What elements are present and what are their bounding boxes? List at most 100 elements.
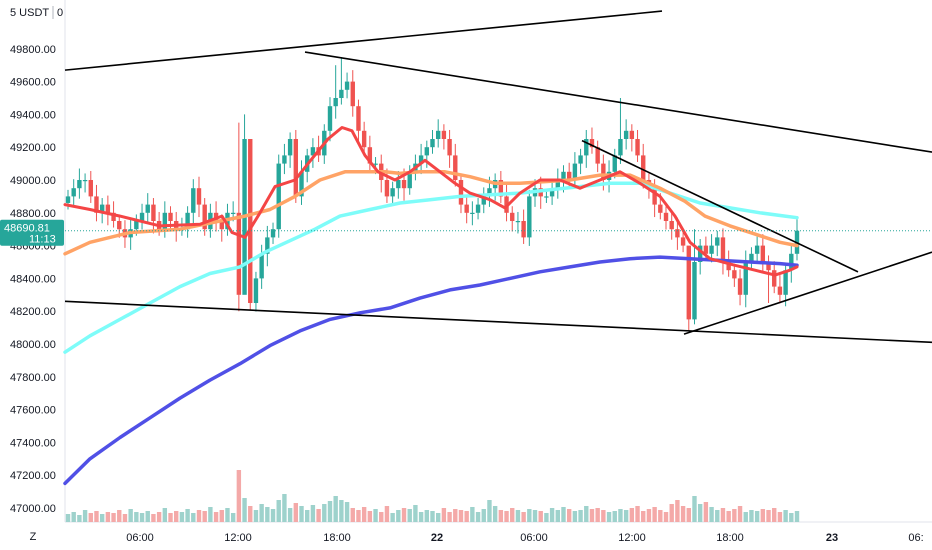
y-tick-label: 49000.00: [10, 175, 56, 187]
volume-bar: [299, 506, 304, 522]
x-tick-label: 22: [431, 532, 443, 544]
candle-body: [732, 270, 737, 279]
volume-bar: [612, 511, 617, 522]
candle-body: [373, 163, 378, 165]
volume-bar: [265, 507, 270, 522]
volume-bar: [287, 508, 293, 522]
candle-body: [601, 163, 606, 180]
ema-fast-line: [63, 126, 799, 277]
volume-bar: [77, 515, 82, 522]
candle-body: [168, 212, 173, 221]
y-tick-label: 49200.00: [10, 142, 56, 154]
candle-body: [151, 204, 156, 221]
volume-bar: [253, 510, 259, 522]
volume-bar: [65, 514, 71, 522]
volume-bar: [94, 511, 99, 522]
y-tick-label: 49400.00: [10, 109, 56, 121]
volume-bar: [510, 508, 515, 522]
candle-body: [111, 212, 116, 221]
price-tag-countdown: 11:13: [29, 234, 56, 246]
volume-bar: [139, 513, 145, 522]
y-tick-label: 47800.00: [10, 372, 56, 384]
candle-body: [356, 106, 361, 131]
candle-body: [510, 212, 515, 221]
volume-bar: [441, 508, 447, 522]
candle-body: [521, 221, 526, 238]
candle-body: [760, 245, 766, 262]
volume-bar: [424, 510, 430, 522]
x-tick-label: 23: [826, 532, 838, 544]
candle-body: [464, 204, 469, 213]
candle-body: [384, 180, 390, 197]
candle-body: [105, 204, 111, 213]
candle-body: [561, 171, 566, 180]
volume-bar: [305, 510, 310, 522]
price-tag-value: 48690.81: [4, 223, 50, 235]
volume-bar: [99, 514, 105, 522]
candle-body: [361, 130, 367, 148]
candle-body: [663, 212, 669, 221]
trendline: [304, 51, 932, 153]
volume-bar: [515, 510, 521, 522]
candle-body: [117, 221, 122, 230]
candle-body: [589, 139, 595, 148]
candle-body: [715, 237, 720, 246]
candle-body: [487, 188, 492, 197]
volume-bar: [743, 512, 748, 522]
trendline: [64, 10, 663, 71]
candle-body: [527, 196, 532, 238]
candle-body: [618, 139, 623, 156]
volume-bar: [458, 510, 464, 522]
volume-bar: [629, 508, 635, 522]
volume-bar: [356, 510, 361, 522]
volume-bar: [151, 514, 156, 522]
volume-bar: [236, 470, 242, 522]
candle-body: [259, 253, 264, 279]
volume-bar: [794, 511, 800, 522]
volume-bar: [641, 511, 646, 522]
volume-bar: [652, 507, 657, 522]
volume-bar: [481, 509, 486, 522]
candle-body: [265, 237, 270, 254]
volume-bar: [618, 509, 623, 522]
candle-body: [772, 270, 777, 287]
candle-body: [453, 155, 458, 180]
candle-body: [248, 139, 253, 303]
candle-body: [344, 81, 350, 90]
candle-body: [629, 130, 635, 139]
volume-bar: [555, 510, 560, 522]
candle-body: [367, 147, 373, 164]
timezone-button[interactable]: Z: [29, 531, 37, 543]
volume-bar: [606, 512, 612, 522]
volume-bar: [156, 512, 162, 522]
volume-bar: [726, 511, 731, 522]
candle-body: [692, 262, 697, 320]
trendline: [581, 139, 859, 273]
volume-bar: [754, 511, 760, 522]
candle-body: [65, 196, 71, 203]
ema-mid-line: [63, 170, 799, 256]
candle-body: [327, 106, 333, 131]
volume-bars: [65, 470, 800, 522]
candle-body: [339, 89, 344, 98]
volume-bar: [527, 509, 532, 522]
volume-bar: [88, 513, 93, 522]
candle-body: [584, 139, 589, 156]
candle-body: [253, 278, 259, 303]
candle-body: [270, 229, 276, 238]
volume-bar: [344, 502, 350, 522]
volume-bar: [390, 513, 395, 522]
volume-bar: [749, 510, 754, 522]
volume-bar: [401, 508, 407, 522]
candle-body: [396, 180, 401, 189]
candle-body: [641, 155, 646, 180]
volume-bar: [549, 508, 555, 522]
volume-bar: [145, 511, 150, 522]
y-tick-label: 47600.00: [10, 405, 56, 417]
volume-bar: [737, 506, 743, 522]
volume-bar: [367, 511, 373, 522]
volume-bar: [766, 510, 771, 522]
volume-bar: [675, 500, 680, 522]
volume-bar: [720, 508, 726, 522]
